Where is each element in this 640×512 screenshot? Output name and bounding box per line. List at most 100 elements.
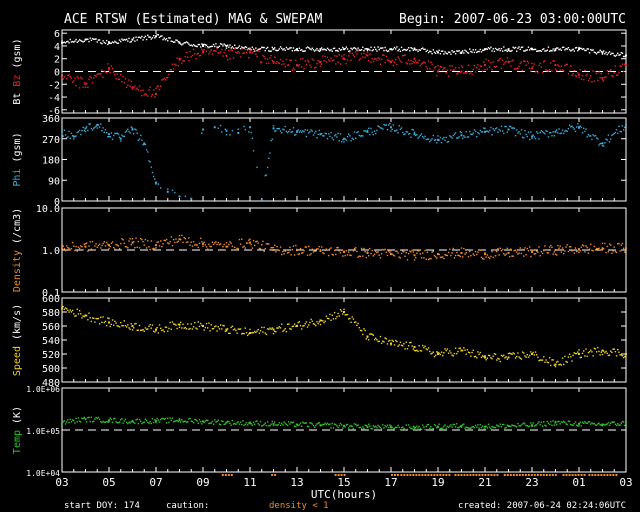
data-point	[319, 49, 322, 52]
data-point	[310, 253, 312, 255]
data-point	[318, 321, 321, 323]
data-point	[410, 136, 412, 138]
data-point	[251, 424, 254, 426]
data-point	[570, 126, 572, 128]
data-point	[460, 134, 463, 137]
data-point	[570, 246, 572, 248]
data-point	[88, 78, 90, 81]
data-point	[298, 47, 301, 49]
data-point	[143, 36, 145, 39]
data-point	[191, 328, 194, 330]
data-point	[379, 47, 382, 49]
data-point	[117, 133, 120, 135]
data-point	[456, 137, 458, 139]
data-point	[199, 54, 202, 57]
data-point	[223, 243, 225, 246]
data-point	[540, 50, 543, 53]
data-point	[175, 420, 177, 422]
data-point	[588, 135, 591, 137]
caution-mark	[472, 474, 475, 476]
data-point	[295, 59, 297, 61]
data-point	[352, 54, 355, 56]
data-point	[278, 62, 281, 65]
data-point	[228, 243, 230, 246]
data-point	[617, 349, 619, 351]
data-point	[461, 256, 464, 258]
data-point	[196, 244, 198, 246]
data-point	[132, 132, 135, 135]
data-point	[134, 422, 136, 424]
data-point	[597, 247, 599, 250]
data-point	[178, 419, 181, 422]
data-point	[430, 61, 432, 64]
data-point	[342, 313, 344, 315]
data-point	[453, 51, 456, 53]
data-point	[325, 49, 328, 51]
data-point	[414, 49, 417, 51]
data-point	[163, 418, 165, 420]
data-point	[83, 315, 86, 318]
data-point	[598, 350, 600, 353]
data-point	[108, 133, 110, 136]
data-point	[270, 328, 272, 330]
data-point	[219, 424, 222, 426]
data-point	[568, 353, 571, 355]
data-point	[463, 72, 465, 75]
data-point	[61, 421, 63, 423]
data-point	[438, 139, 440, 141]
data-point	[501, 50, 504, 52]
data-point	[64, 423, 67, 425]
data-point	[392, 340, 395, 343]
data-point	[508, 50, 511, 52]
data-point	[130, 323, 133, 325]
data-point	[433, 139, 436, 141]
data-point	[215, 325, 217, 327]
data-point	[477, 351, 479, 353]
caution-mark	[478, 474, 481, 476]
data-point	[63, 308, 66, 310]
data-point	[130, 126, 133, 128]
data-point	[554, 68, 557, 70]
data-point	[539, 131, 541, 134]
data-point	[98, 243, 101, 245]
data-point	[304, 323, 306, 325]
data-point	[369, 333, 371, 335]
data-point	[251, 332, 254, 334]
data-point	[316, 47, 318, 50]
data-point	[557, 360, 559, 363]
data-point	[484, 130, 486, 133]
data-point	[617, 74, 619, 76]
data-point	[560, 132, 563, 134]
data-point	[316, 423, 318, 425]
data-point	[238, 52, 241, 54]
data-point	[461, 137, 464, 139]
data-point	[519, 48, 521, 51]
data-point	[384, 46, 386, 49]
data-point	[612, 133, 614, 136]
data-point	[195, 243, 197, 246]
data-point	[141, 139, 143, 141]
data-point	[328, 133, 330, 135]
data-point	[151, 93, 154, 96]
series-bt	[61, 33, 627, 58]
x-axis-label: UTC(hours)	[311, 488, 377, 501]
caution-mark	[271, 474, 274, 476]
data-point	[338, 315, 340, 317]
data-point	[566, 423, 568, 426]
data-point	[358, 426, 360, 429]
data-point	[286, 131, 289, 134]
data-point	[136, 87, 138, 89]
caution-mark	[439, 474, 442, 476]
data-point	[316, 137, 318, 139]
data-point	[367, 48, 370, 50]
data-point	[419, 134, 422, 137]
data-point	[450, 352, 452, 354]
data-point	[249, 332, 251, 334]
data-point	[138, 324, 141, 327]
data-point	[116, 325, 118, 327]
data-point	[151, 37, 154, 39]
data-point	[85, 242, 88, 244]
data-point	[315, 66, 317, 68]
data-point	[185, 241, 188, 244]
data-point	[297, 49, 299, 52]
